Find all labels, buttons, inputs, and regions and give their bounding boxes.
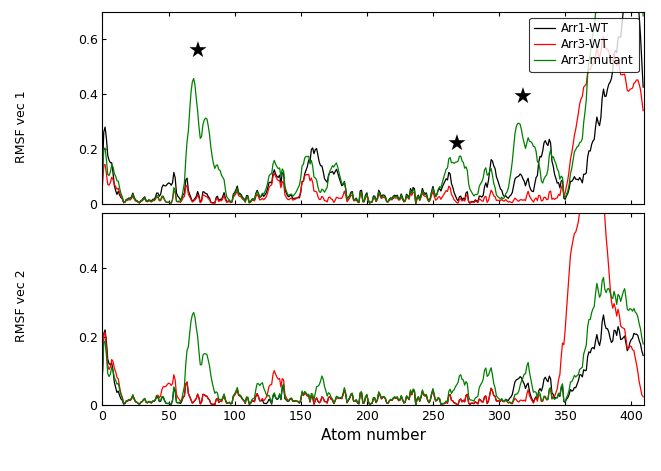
Arr3-WT (310, 401, 318, 407)
Text: ★: ★ (513, 88, 533, 108)
Arr1-WT (600, 312, 607, 318)
Text: RMSF vec 2: RMSF vec 2 (15, 270, 28, 342)
Text: ★: ★ (188, 41, 208, 62)
Line: Arr3-mutant: Arr3-mutant (102, 0, 643, 203)
Line: Arr1-WT: Arr1-WT (102, 0, 643, 203)
Arr3-mutant (112, 377, 120, 383)
Arr1-WT (565, 186, 573, 192)
Arr3-WT (310, 188, 318, 194)
Arr3-mutant (322, 388, 330, 394)
Arr3-WT (600, 33, 607, 39)
Arr3-mutant (310, 174, 318, 180)
Arr1-WT (322, 399, 330, 405)
Arr1-WT (112, 188, 120, 194)
Line: Arr1-WT: Arr1-WT (102, 315, 643, 405)
Arr3-WT (112, 369, 120, 374)
Arr1-WT (564, 191, 572, 196)
Arr1-WT (310, 401, 318, 407)
Arr1-WT (199, 189, 207, 195)
Arr3-mutant (565, 387, 573, 393)
Arr3-WT (565, 270, 573, 276)
Arr3-WT (412, 402, 420, 407)
Arr3-WT (199, 192, 207, 198)
Text: RMSF vec 1: RMSF vec 1 (15, 91, 28, 163)
Arr1-WT (639, 84, 647, 90)
Arr1-WT (322, 178, 330, 184)
Arr3-WT (564, 289, 572, 295)
Arr3-WT (199, 391, 207, 397)
Arr3-mutant (310, 397, 318, 403)
Legend: Arr1-WT, Arr3-WT, Arr3-mutant: Arr1-WT, Arr3-WT, Arr3-mutant (529, 18, 639, 72)
Arr3-mutant (98, 175, 106, 181)
Arr3-WT (564, 177, 572, 183)
Arr3-WT (98, 369, 106, 374)
Arr3-mutant (322, 187, 330, 192)
Arr1-WT (565, 392, 573, 398)
Arr3-mutant (639, 341, 647, 347)
Arr3-WT (412, 201, 420, 206)
Text: ★: ★ (447, 135, 467, 154)
Arr3-WT (112, 184, 120, 189)
Line: Arr3-mutant: Arr3-mutant (102, 277, 643, 405)
Arr1-WT (199, 391, 207, 397)
Arr1-WT (412, 201, 420, 206)
Arr3-WT (322, 198, 330, 203)
Arr3-mutant (600, 275, 607, 280)
Arr3-mutant (564, 392, 572, 398)
Arr1-WT (98, 167, 106, 173)
Arr3-WT (639, 394, 647, 399)
Arr3-mutant (98, 373, 106, 378)
Arr1-WT (412, 402, 420, 407)
Arr3-mutant (565, 182, 573, 187)
Arr3-WT (639, 108, 647, 114)
Arr3-mutant (199, 122, 207, 128)
Arr3-mutant (199, 352, 207, 358)
Arr3-mutant (412, 402, 420, 407)
Arr3-WT (565, 168, 573, 173)
Arr3-mutant (112, 173, 120, 179)
Line: Arr3-WT: Arr3-WT (102, 36, 643, 203)
X-axis label: Atom number: Atom number (321, 429, 426, 444)
Arr3-mutant (564, 188, 572, 194)
Arr3-mutant (412, 201, 420, 206)
Arr1-WT (564, 395, 572, 400)
Arr1-WT (639, 353, 647, 358)
Arr3-WT (98, 183, 106, 188)
Arr3-WT (593, 140, 601, 146)
Arr3-WT (322, 399, 330, 405)
Arr1-WT (310, 151, 318, 156)
Line: Arr3-WT: Arr3-WT (102, 143, 643, 405)
Arr1-WT (98, 369, 106, 374)
Arr1-WT (112, 385, 120, 390)
Arr3-mutant (639, 13, 647, 19)
